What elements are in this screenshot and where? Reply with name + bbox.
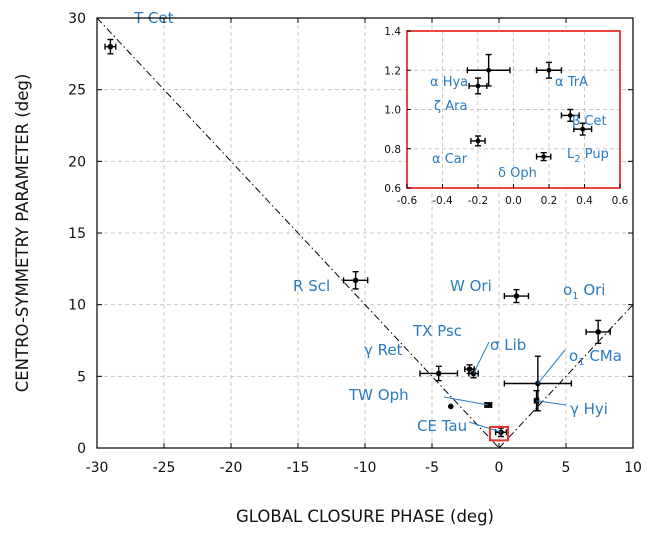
label-leader-line (537, 349, 566, 384)
main-tick-labels: -30 -25 -20 -15 -10 -5 0 5 10 0 5 10 15 20 25 30 (68, 11, 642, 476)
y-tick-label: 25 (68, 83, 86, 99)
label-o1-cma: o1 CMa (569, 347, 622, 368)
y-tick-label: 20 (68, 154, 86, 170)
label-ret: γ Ret (364, 341, 403, 359)
y-tick-label: 5 (77, 369, 86, 385)
reference-lines (96, 17, 634, 449)
label-tx-psc: TX Psc (412, 322, 462, 340)
inset-label-ara: ζ Ara (434, 99, 467, 114)
inset-x-tick-label: 0.4 (576, 195, 593, 207)
inset-point-l2-pup (573, 122, 593, 136)
label-leader-line (468, 421, 502, 433)
inset-point-tra (535, 61, 563, 79)
label-hyi: γ Hyi (570, 400, 608, 418)
label-ce-tau: CE Tau (417, 417, 467, 435)
x-axis-label: GLOBAL CLOSURE PHASE (deg) (236, 507, 494, 526)
inset-x-tick-label: 0.6 (612, 195, 629, 207)
inset-point-cet (560, 108, 580, 122)
label-leader-line (536, 400, 567, 406)
data-point (595, 329, 601, 335)
data-point (485, 402, 492, 408)
data-point (435, 370, 442, 377)
inset-point-oph (535, 151, 552, 162)
y-tick-label: 10 (68, 298, 86, 314)
label-leader-line (473, 341, 490, 374)
x-tick-label: -30 (86, 460, 109, 476)
inset-label-car: α Car (432, 152, 468, 167)
data-point (580, 126, 586, 132)
y-tick-label: 15 (68, 226, 86, 242)
point-o1-ori (585, 319, 611, 345)
data-point (447, 403, 454, 410)
data-point (486, 67, 492, 73)
inset-label-tra: α TrA (555, 75, 588, 90)
label-w-ori: W Ori (450, 277, 492, 295)
point-unlabeled (447, 403, 454, 410)
inset-y-tick-label: 1.2 (384, 65, 401, 77)
inset-point-ara (468, 77, 488, 95)
data-point (475, 83, 481, 89)
inset-x-tick-label: -0.4 (432, 195, 453, 207)
inset-plot: α Hya α TrA ζ Ara β Cet L2 Pup α Car δ Oph -0.… (384, 26, 628, 207)
data-point (352, 277, 359, 284)
data-point (546, 67, 552, 73)
x-tick-label: -5 (425, 460, 439, 476)
label-lib: σ Lib (490, 336, 526, 354)
y-tick-label: 30 (68, 11, 86, 27)
inset-grid (407, 31, 620, 188)
data-point (541, 154, 547, 160)
point-w-ori (503, 288, 530, 304)
point-ret (419, 365, 459, 382)
inset-label-l2-pup: L2 Pup (567, 147, 609, 165)
zoom-region-marker (488, 425, 510, 442)
inset-y-tick-label: 0.8 (384, 144, 401, 156)
x-tick-label: 0 (495, 460, 504, 476)
inset-x-tick-label: -0.6 (397, 195, 418, 207)
reference-line (498, 304, 634, 449)
point-t-cet (104, 38, 117, 55)
label-leader-line (443, 396, 489, 406)
data-point (475, 138, 481, 144)
x-tick-label: -10 (354, 460, 377, 476)
inset-label-hya: α Hya (430, 75, 468, 90)
label-r-scl: R Scl (293, 277, 330, 295)
inset-tick-labels: -0.6 -0.4 -0.2 0.0 0.2 0.4 0.6 0.6 0.8 1.0 1.2 1.4 (384, 26, 628, 207)
inset-y-tick-label: 1.0 (384, 105, 401, 117)
data-point (567, 112, 573, 118)
point-r-scl (342, 271, 369, 290)
label-tw-oph: TW Oph (348, 386, 409, 404)
inset-points (466, 53, 593, 162)
y-tick-label: 0 (77, 441, 86, 457)
x-tick-label: 5 (562, 460, 571, 476)
x-tick-label: -25 (153, 460, 176, 476)
reference-line (96, 17, 500, 449)
data-point (466, 366, 473, 372)
inset-x-tick-label: 0.2 (541, 195, 558, 207)
inset-point-car (470, 135, 486, 147)
data-point (107, 43, 114, 50)
x-tick-label: -20 (220, 460, 243, 476)
inset-y-tick-label: 1.4 (384, 26, 401, 38)
x-tick-label: 10 (624, 460, 642, 476)
inset-point-hya (466, 53, 511, 87)
inset-y-tick-label: 0.6 (384, 183, 401, 195)
data-point (513, 293, 520, 299)
inset-label-oph: δ Oph (498, 166, 537, 181)
y-axis-label: CENTRO-SYMMETRY PARAMETER (deg) (13, 74, 32, 393)
inset-x-tick-label: 0.0 (505, 195, 522, 207)
inset-labels: α Hya α TrA ζ Ara β Cet L2 Pup α Car δ Oph (430, 75, 609, 181)
inset-label-cet: β Cet (572, 114, 607, 129)
x-tick-label: -15 (287, 460, 310, 476)
label-o1-ori: o1 Ori (563, 281, 605, 302)
inset-x-tick-label: -0.2 (468, 195, 489, 207)
